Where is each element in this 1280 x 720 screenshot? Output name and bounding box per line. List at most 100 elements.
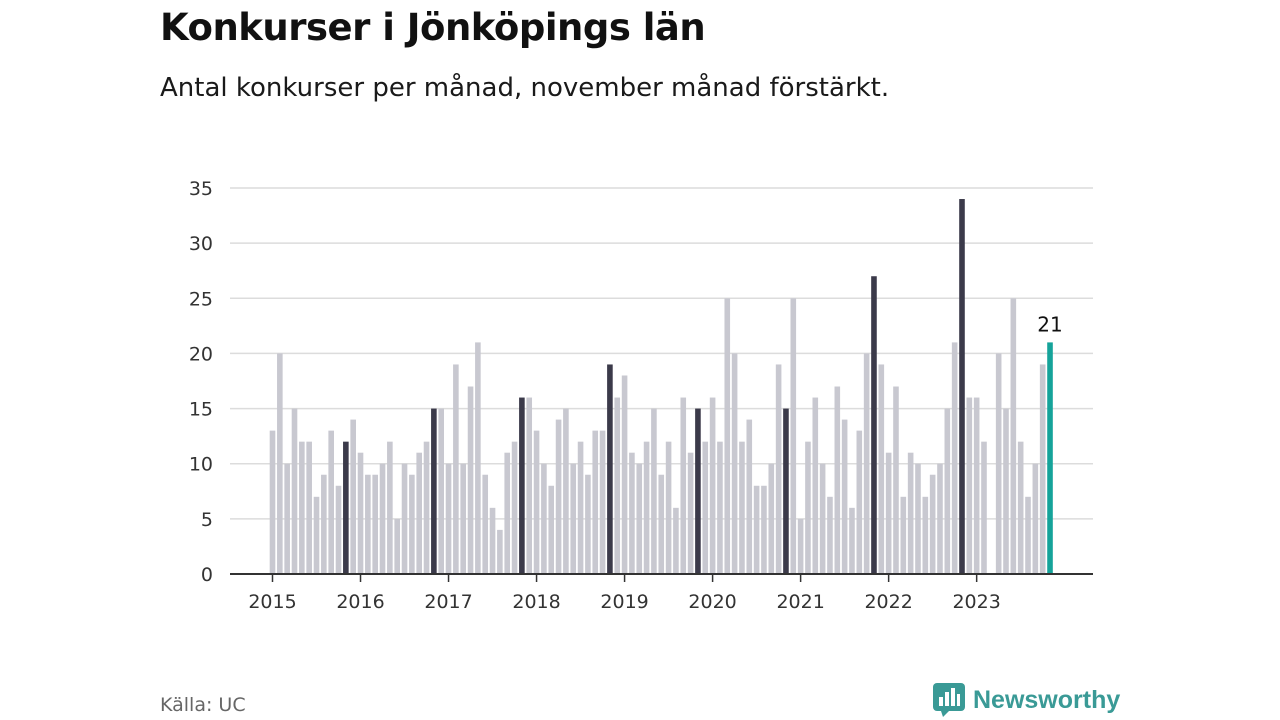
bar xyxy=(629,452,635,574)
bar xyxy=(768,463,775,574)
bar xyxy=(570,463,577,574)
bar xyxy=(269,430,276,574)
chart-subtitle: Antal konkurser per månad, november måna… xyxy=(160,73,890,103)
newsworthy-logo-icon xyxy=(933,683,965,717)
bar xyxy=(343,441,349,574)
bar xyxy=(577,441,584,574)
latest-value-label: 21 xyxy=(1037,312,1062,336)
y-tick-label: 10 xyxy=(189,454,213,476)
y-tick-label: 35 xyxy=(189,178,213,200)
bar xyxy=(973,397,980,574)
bar xyxy=(379,463,386,574)
bar xyxy=(856,430,863,574)
bar xyxy=(621,375,628,574)
bar xyxy=(511,441,518,574)
bar xyxy=(1047,342,1053,574)
bar xyxy=(819,463,826,574)
x-tick-label: 2022 xyxy=(864,591,912,613)
bar xyxy=(863,353,870,574)
bar xyxy=(475,342,481,574)
bar xyxy=(357,452,364,574)
bar xyxy=(306,441,312,574)
bar xyxy=(445,463,452,574)
bar xyxy=(753,485,760,574)
bar xyxy=(460,463,467,574)
bar xyxy=(533,430,540,574)
bar xyxy=(541,463,547,574)
bar xyxy=(797,518,804,574)
bar xyxy=(636,463,643,574)
y-tick-label: 15 xyxy=(189,399,213,421)
bar xyxy=(372,474,378,574)
bar xyxy=(643,441,650,574)
x-tick-label: 2017 xyxy=(424,591,472,613)
bar xyxy=(1017,441,1024,574)
bar xyxy=(497,529,503,574)
bar xyxy=(519,397,525,574)
bar xyxy=(438,408,445,574)
y-tick-label: 30 xyxy=(189,233,213,255)
bar xyxy=(592,430,599,574)
x-tick-label: 2016 xyxy=(336,591,384,613)
bar xyxy=(981,441,987,574)
bar xyxy=(995,353,1002,574)
bar xyxy=(731,353,738,574)
bar xyxy=(321,474,327,574)
source-note: Källa: UC xyxy=(160,694,246,716)
bar xyxy=(423,441,430,574)
bar xyxy=(959,199,965,574)
bar xyxy=(907,452,914,574)
bar xyxy=(409,474,415,574)
bar xyxy=(812,397,819,574)
bar xyxy=(893,386,899,574)
chart-title: Konkurser i Jönköpings län xyxy=(160,6,706,49)
bar xyxy=(548,485,555,574)
bar xyxy=(585,474,591,574)
bar xyxy=(394,518,400,574)
bar xyxy=(526,397,533,574)
bar xyxy=(563,408,569,574)
y-tick-label: 5 xyxy=(201,509,213,531)
bar xyxy=(841,419,848,574)
bar xyxy=(849,507,855,574)
bar xyxy=(284,463,290,574)
bar xyxy=(695,408,701,574)
bar xyxy=(790,298,797,574)
x-tick-label: 2023 xyxy=(952,591,1000,613)
bar xyxy=(299,441,305,574)
bar xyxy=(966,397,973,574)
bar xyxy=(328,430,334,574)
bar xyxy=(453,364,459,574)
bar xyxy=(401,463,408,574)
bar xyxy=(313,496,320,574)
bar xyxy=(702,441,709,574)
bar xyxy=(746,419,753,574)
bar xyxy=(761,485,767,574)
bar xyxy=(805,441,811,574)
x-tick-label: 2015 xyxy=(248,591,296,613)
bar xyxy=(717,441,723,574)
bar xyxy=(900,496,907,574)
y-tick-label: 20 xyxy=(189,343,213,365)
bar xyxy=(416,452,422,574)
bar xyxy=(504,452,511,574)
bar xyxy=(951,342,958,574)
bar xyxy=(387,441,393,574)
bar xyxy=(1032,463,1039,574)
bar xyxy=(827,496,833,574)
x-tick-label: 2021 xyxy=(776,591,824,613)
x-tick-label: 2020 xyxy=(688,591,736,613)
bar xyxy=(467,386,474,574)
bar xyxy=(599,430,606,574)
bar xyxy=(658,474,665,574)
bar xyxy=(277,353,283,574)
bar xyxy=(915,463,921,574)
bar xyxy=(607,364,613,574)
x-tick-label: 2018 xyxy=(512,591,560,613)
bar xyxy=(775,364,782,574)
bar xyxy=(709,397,716,574)
bar xyxy=(431,408,437,574)
brand-logo[interactable]: Newsworthy xyxy=(933,683,1120,717)
bar xyxy=(665,441,672,574)
